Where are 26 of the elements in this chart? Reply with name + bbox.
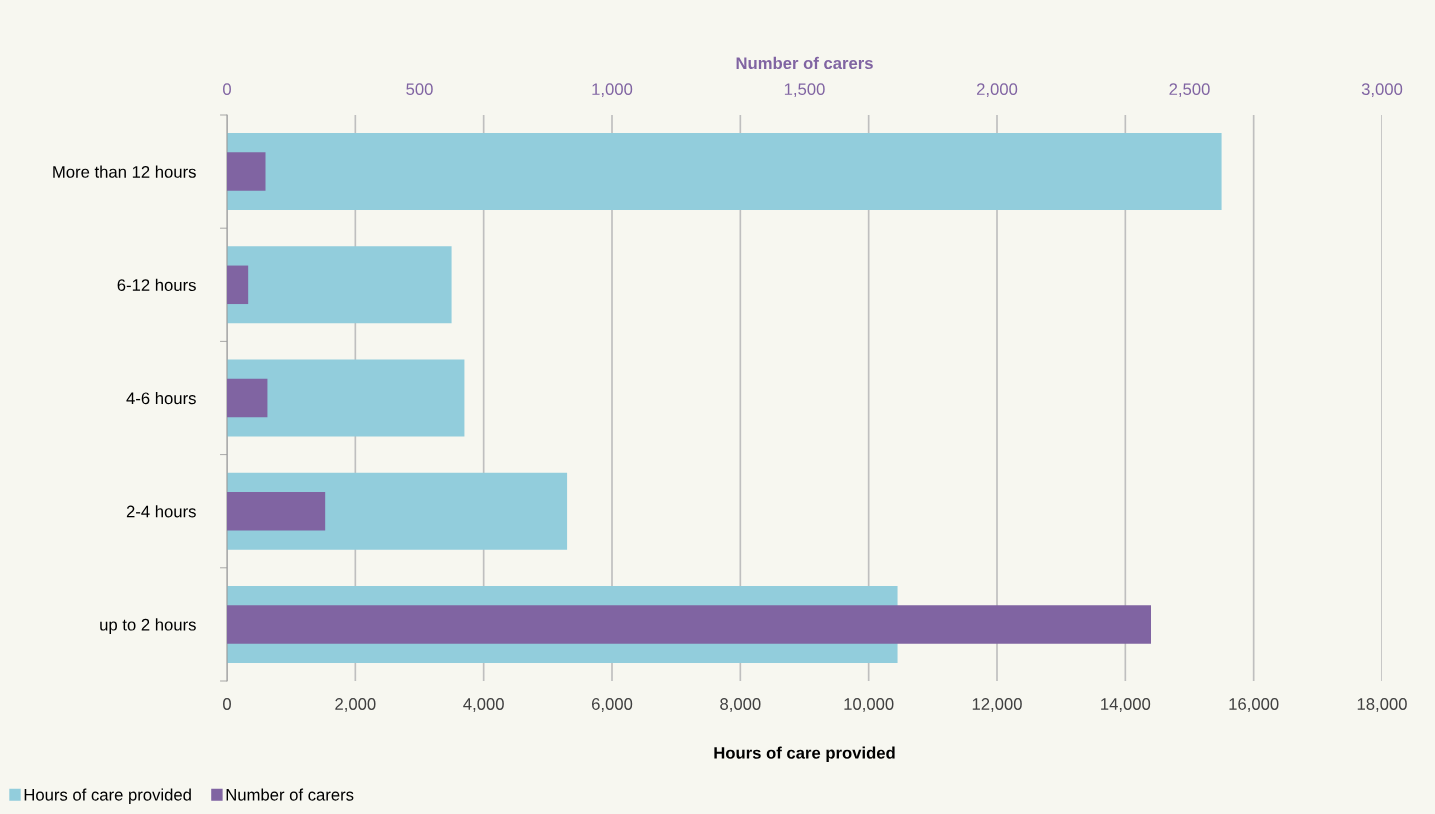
x2-tick-label: 1,000 [592,83,633,98]
y-tick-label: 2-4 hours [126,505,196,518]
x-tick-label: 16,000 [1229,698,1279,712]
x2-tick-label: 2,000 [976,83,1018,98]
x-tick-label: 12,000 [972,698,1022,712]
x2-tick-label: 500 [406,83,433,96]
y-tick-label: More than 12 hours [53,165,196,178]
legend-label: Number of carers [226,788,354,801]
x-tick-label: 10,000 [844,698,894,712]
x2-tick-label: 1,500 [784,83,825,98]
x-tick-label: 14,000 [1101,698,1151,712]
legend-label: Hours of care provided [24,788,191,804]
y-tick-label: 4-6 hours [126,391,196,405]
x2-tick-label: 3,000 [1361,83,1403,98]
x-tick-label: 0 [223,698,231,710]
x-tick-label: 8,000 [720,698,761,712]
x-axis-title: Hours of care provided [714,746,895,763]
x-tick-label: 4,000 [463,698,504,712]
x2-tick-label: 0 [223,83,231,96]
x2-axis-title: Number of carers [736,56,873,70]
x-tick-label: 6,000 [591,698,633,712]
x-tick-label: 18,000 [1357,698,1407,712]
x2-tick-label: 2,500 [1169,83,1210,98]
y-tick-label: up to 2 hours [100,618,196,634]
x-tick-label: 2,000 [335,698,376,712]
y-tick-label: 6-12 hours [117,278,196,291]
